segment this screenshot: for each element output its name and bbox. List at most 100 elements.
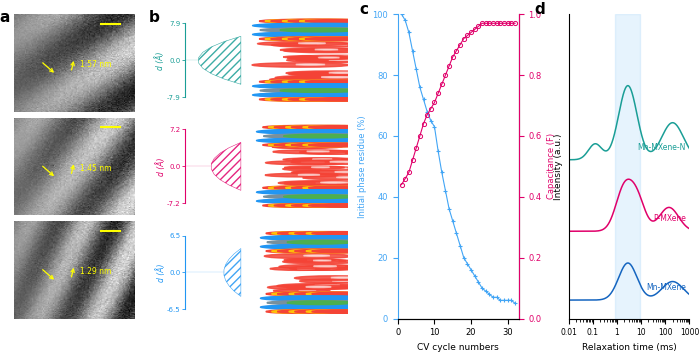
Circle shape — [274, 130, 354, 134]
Circle shape — [262, 204, 331, 207]
Circle shape — [312, 167, 330, 168]
Circle shape — [330, 152, 351, 153]
Circle shape — [278, 305, 351, 309]
Circle shape — [305, 19, 381, 23]
Polygon shape — [211, 142, 241, 190]
Circle shape — [300, 292, 363, 296]
Y-axis label: Capacitance (F): Capacitance (F) — [547, 133, 556, 199]
Circle shape — [276, 93, 364, 97]
Circle shape — [303, 186, 372, 189]
Circle shape — [262, 186, 331, 189]
Circle shape — [280, 204, 349, 207]
Circle shape — [313, 240, 379, 244]
Circle shape — [286, 28, 366, 32]
Circle shape — [283, 259, 357, 264]
Circle shape — [264, 93, 353, 97]
Circle shape — [287, 56, 357, 59]
Circle shape — [289, 232, 351, 235]
Circle shape — [280, 143, 349, 147]
Circle shape — [277, 310, 339, 313]
Circle shape — [276, 37, 352, 41]
Circle shape — [276, 195, 349, 199]
Circle shape — [337, 284, 354, 285]
Circle shape — [313, 301, 379, 304]
Circle shape — [309, 204, 377, 207]
Circle shape — [260, 296, 333, 300]
Circle shape — [316, 182, 337, 183]
Circle shape — [264, 84, 353, 88]
Circle shape — [287, 301, 352, 304]
Circle shape — [312, 56, 330, 57]
Circle shape — [272, 232, 334, 235]
Circle shape — [295, 310, 356, 313]
Circle shape — [334, 286, 352, 287]
Circle shape — [272, 292, 334, 296]
Circle shape — [312, 159, 332, 160]
Circle shape — [276, 33, 364, 36]
Circle shape — [295, 245, 368, 249]
Circle shape — [285, 130, 366, 134]
Circle shape — [289, 249, 351, 253]
Circle shape — [300, 240, 365, 244]
Circle shape — [278, 145, 338, 148]
Circle shape — [324, 73, 346, 74]
Circle shape — [277, 292, 339, 296]
Circle shape — [258, 93, 347, 97]
Circle shape — [272, 245, 345, 249]
Circle shape — [266, 305, 339, 309]
Circle shape — [313, 283, 368, 286]
Circle shape — [284, 236, 356, 240]
Circle shape — [321, 76, 352, 78]
Circle shape — [318, 57, 337, 58]
Circle shape — [252, 63, 349, 67]
Circle shape — [283, 134, 356, 138]
Circle shape — [323, 267, 344, 268]
Circle shape — [312, 232, 374, 235]
Circle shape — [287, 301, 353, 304]
Circle shape — [293, 240, 359, 244]
Circle shape — [260, 305, 333, 309]
Circle shape — [286, 186, 354, 189]
Circle shape — [276, 134, 349, 138]
Circle shape — [286, 204, 354, 207]
Circle shape — [265, 161, 344, 165]
Circle shape — [291, 130, 372, 134]
Circle shape — [272, 236, 345, 240]
Circle shape — [272, 249, 334, 253]
Circle shape — [274, 240, 340, 244]
Circle shape — [263, 195, 336, 199]
Circle shape — [274, 126, 343, 129]
Circle shape — [274, 190, 354, 194]
Circle shape — [306, 310, 368, 313]
Circle shape — [280, 89, 360, 92]
Circle shape — [260, 28, 340, 32]
Circle shape — [282, 98, 358, 101]
Circle shape — [280, 28, 360, 32]
Circle shape — [268, 138, 349, 143]
Circle shape — [262, 130, 343, 134]
Circle shape — [293, 24, 382, 28]
Circle shape — [284, 56, 346, 58]
Circle shape — [306, 232, 368, 235]
Circle shape — [295, 236, 368, 240]
Circle shape — [329, 59, 357, 61]
Circle shape — [306, 292, 368, 296]
Circle shape — [314, 266, 337, 267]
Circle shape — [260, 245, 333, 249]
Circle shape — [302, 199, 383, 203]
Circle shape — [258, 42, 348, 46]
Circle shape — [301, 151, 359, 154]
Circle shape — [277, 232, 339, 235]
Circle shape — [280, 240, 346, 244]
Circle shape — [321, 168, 347, 169]
Circle shape — [293, 89, 372, 92]
Circle shape — [303, 126, 372, 129]
Circle shape — [298, 146, 316, 147]
Circle shape — [259, 80, 335, 84]
Circle shape — [264, 24, 353, 28]
Circle shape — [288, 19, 363, 23]
Circle shape — [288, 98, 363, 101]
Circle shape — [287, 84, 376, 88]
Circle shape — [306, 249, 368, 253]
Circle shape — [320, 172, 338, 173]
